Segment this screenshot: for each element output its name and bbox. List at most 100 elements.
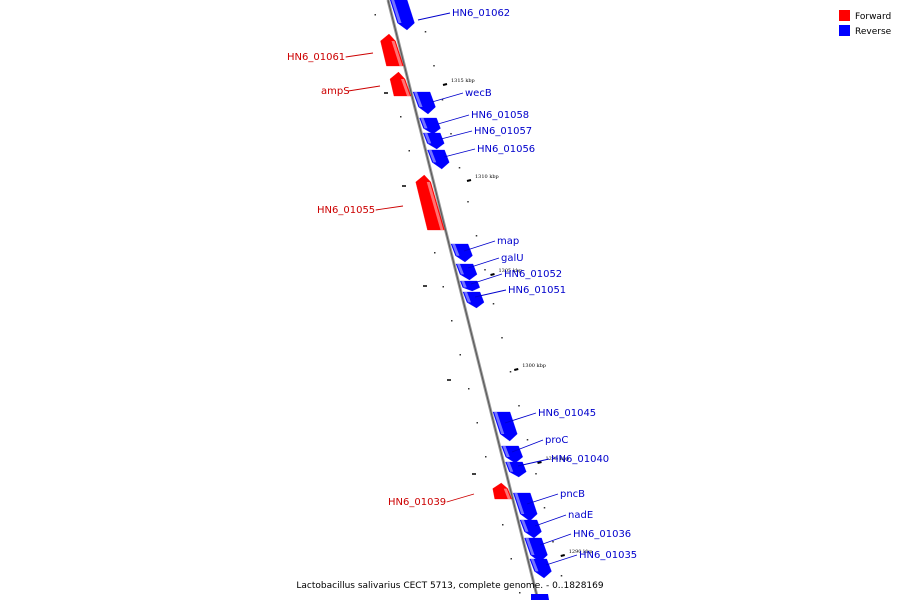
gene-label-HN6_01051[interactable]: HN6_01051 xyxy=(508,285,566,296)
gene-feature-HN6_01051[interactable] xyxy=(462,291,485,309)
minor-tick xyxy=(441,99,444,101)
leader-line xyxy=(417,12,451,21)
gene-label-ampS[interactable]: ampS xyxy=(321,86,350,97)
minor-tick xyxy=(526,439,529,441)
gene-label-HN6_01062[interactable]: HN6_01062 xyxy=(452,8,510,19)
gene-label-HN6_01040[interactable]: HN6_01040 xyxy=(551,454,609,465)
gene-feature-proC[interactable] xyxy=(501,445,523,464)
gene-label-HN6_01035[interactable]: HN6_01035 xyxy=(579,550,637,561)
leader-line xyxy=(437,114,470,125)
gene-arrow-highlight xyxy=(391,0,402,23)
gene-feature-HN6_01055[interactable] xyxy=(415,174,445,231)
leader-line xyxy=(431,92,464,103)
gene-feature-HN6_01045[interactable] xyxy=(492,411,518,442)
gene-feature-HN6_01058[interactable] xyxy=(419,117,441,135)
minor-tick xyxy=(424,31,427,33)
gene-features xyxy=(380,0,552,600)
gene-label-HN6_01057[interactable]: HN6_01057 xyxy=(474,126,532,137)
gene-label-HN6_01055[interactable]: HN6_01055 xyxy=(317,205,375,216)
minor-tick xyxy=(434,252,436,254)
minor-tick xyxy=(509,371,512,373)
minor-tick xyxy=(543,507,546,509)
genome-backbone-core xyxy=(387,0,539,600)
gene-arrow-highlight xyxy=(426,182,444,230)
minor-tick xyxy=(560,575,563,577)
gene-feature-map[interactable] xyxy=(450,243,473,263)
gene-arrow-highlight xyxy=(428,150,437,163)
gene-label-HN6_01058[interactable]: HN6_01058 xyxy=(471,110,529,121)
gene-arrow-highlight xyxy=(525,538,535,555)
minor-tick xyxy=(535,473,537,475)
minor-tick xyxy=(501,337,503,339)
leader-line xyxy=(534,514,567,527)
tick-label: 1310 kbp xyxy=(475,174,499,180)
leader-line xyxy=(504,412,537,424)
tick-label: 1295 kbp xyxy=(546,456,570,462)
gene-label-HN6_01045[interactable]: HN6_01045 xyxy=(538,408,596,419)
gene-feature-HN6_01062[interactable] xyxy=(389,0,415,31)
gene-feature-HN6_01056[interactable] xyxy=(427,149,450,170)
major-tick xyxy=(537,461,542,464)
gene-label-HN6_01039[interactable]: HN6_01039 xyxy=(388,497,446,508)
leader-line xyxy=(375,205,404,211)
gene-feature-ampS[interactable] xyxy=(389,71,412,97)
minor-tick xyxy=(510,558,512,560)
gene-arrow-highlight xyxy=(506,462,514,472)
legend-label-forward: Forward xyxy=(855,12,891,22)
legend-swatch-reverse xyxy=(839,25,850,36)
gene-feature-HN6_01040[interactable] xyxy=(505,461,527,478)
minor-tick xyxy=(492,303,495,305)
minor-tick xyxy=(552,541,554,543)
major-tick xyxy=(490,273,495,276)
minor-tick xyxy=(467,201,469,203)
gene-label-HN6_01061[interactable]: HN6_01061 xyxy=(287,52,345,63)
gene-arrow-highlight xyxy=(391,41,403,66)
minor-tick xyxy=(459,354,461,356)
major-tick xyxy=(560,554,565,557)
gene-arrow-highlight xyxy=(521,520,529,532)
minor-tick xyxy=(408,150,410,152)
gene-arrow-highlight xyxy=(464,292,471,303)
gene-feature-HN6_01052[interactable] xyxy=(460,280,480,292)
minor-tick xyxy=(518,405,520,407)
gene-feature-pncB[interactable] xyxy=(513,492,538,522)
gene-label-HN6_01056[interactable]: HN6_01056 xyxy=(477,144,535,155)
gene-label-proC[interactable]: proC xyxy=(545,435,568,446)
gene-feature-galU[interactable] xyxy=(455,263,478,281)
gene-arrow-highlight xyxy=(414,92,423,107)
minor-tick xyxy=(484,269,486,271)
gene-arrow-highlight xyxy=(457,264,464,275)
gene-label-HN6_01036[interactable]: HN6_01036 xyxy=(573,529,631,540)
major-tick xyxy=(514,368,519,371)
gene-arrow-highlight xyxy=(452,244,460,256)
minor-tick xyxy=(433,65,435,67)
gene-arrow-highlight xyxy=(530,559,539,572)
gene-label-wecB[interactable]: wecB xyxy=(465,88,492,99)
gene-arrow-highlight xyxy=(424,133,432,144)
gene-feature-HN6_01061[interactable] xyxy=(380,33,404,67)
major-ticks: 1315 kbp 1310 kbp 1305 kbp 1300 kbp 1295 kbp… xyxy=(384,78,593,557)
minor-tick xyxy=(475,235,478,237)
gene-arrow-highlight xyxy=(401,79,410,96)
leader-line xyxy=(345,52,374,58)
leader-line xyxy=(440,130,473,140)
leader-line xyxy=(348,85,381,92)
gene-label-nadE[interactable]: nadE xyxy=(568,510,593,521)
gene-label-map[interactable]: map xyxy=(497,236,519,247)
leader-line xyxy=(545,554,578,566)
leader-line xyxy=(517,458,550,467)
gene-feature-wecB[interactable] xyxy=(412,91,436,115)
gene-label-galU[interactable]: galU xyxy=(501,253,524,264)
leader-line xyxy=(443,148,476,158)
gene-feature-HN6_01039[interactable] xyxy=(492,482,512,500)
gene-feature-nadE[interactable] xyxy=(519,519,542,539)
gene-label-HN6_01052[interactable]: HN6_01052 xyxy=(504,269,562,280)
minor-tick xyxy=(451,320,453,322)
gene-feature-HN6_01057[interactable] xyxy=(423,132,445,150)
leader-line xyxy=(446,493,475,503)
gene-feature-HN6_01035[interactable] xyxy=(529,558,552,579)
gene-label-pncB[interactable]: pncB xyxy=(560,489,585,500)
leader-line xyxy=(526,493,559,505)
leader-line xyxy=(463,240,496,252)
